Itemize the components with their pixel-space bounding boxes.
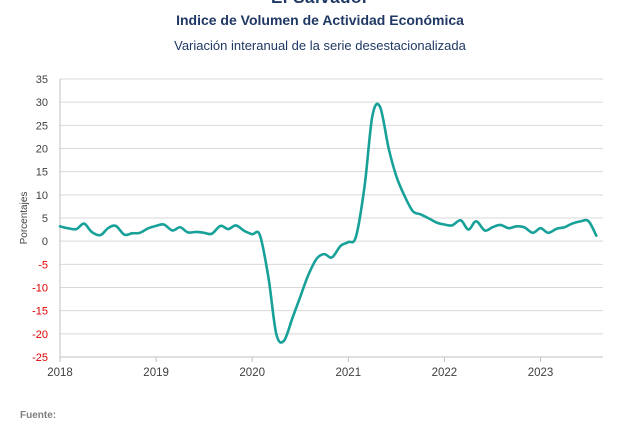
axes [59,79,603,362]
y-tick-label: 20 [36,144,48,156]
y-tick-labels: -25 -20 -15 -10 -5 0 5 10 15 20 25 30 35 [32,74,48,364]
y-tick-label: 10 [36,190,48,202]
x-tick-label: 2022 [432,367,458,379]
y-tick-label: 30 [36,97,48,109]
y-tick-label: -10 [32,283,48,295]
y-tick-label: -20 [32,329,48,341]
x-tick-label: 2023 [528,367,554,379]
y-tick-label: 15 [36,167,48,179]
y-tick-label: 5 [42,213,48,225]
x-tick-label: 2021 [336,367,362,379]
x-tick-label: 2020 [239,367,265,379]
y-tick-label: 25 [36,120,48,132]
y-tick-label: -15 [32,306,48,318]
series-line [58,102,598,344]
header-partial: El Salvador [0,0,640,8]
y-tick-label: -25 [32,352,48,364]
grid [60,78,603,358]
y-tick-label: -5 [38,259,48,271]
series [58,102,598,344]
chart-title: Indice de Volumen de Actividad Económica [176,12,464,28]
y-axis-label: Porcentajes [19,192,30,245]
x-tick-label: 2018 [47,367,73,379]
x-tick-labels: 2018 2019 2020 2021 2022 2023 [47,367,553,379]
x-tick-label: 2019 [143,367,169,379]
chart-subtitle: Variación interanual de la serie desesta… [174,38,466,53]
source-label: Fuente: [20,410,57,421]
y-tick-label: 35 [36,74,48,86]
y-tick-label: 0 [42,236,48,248]
